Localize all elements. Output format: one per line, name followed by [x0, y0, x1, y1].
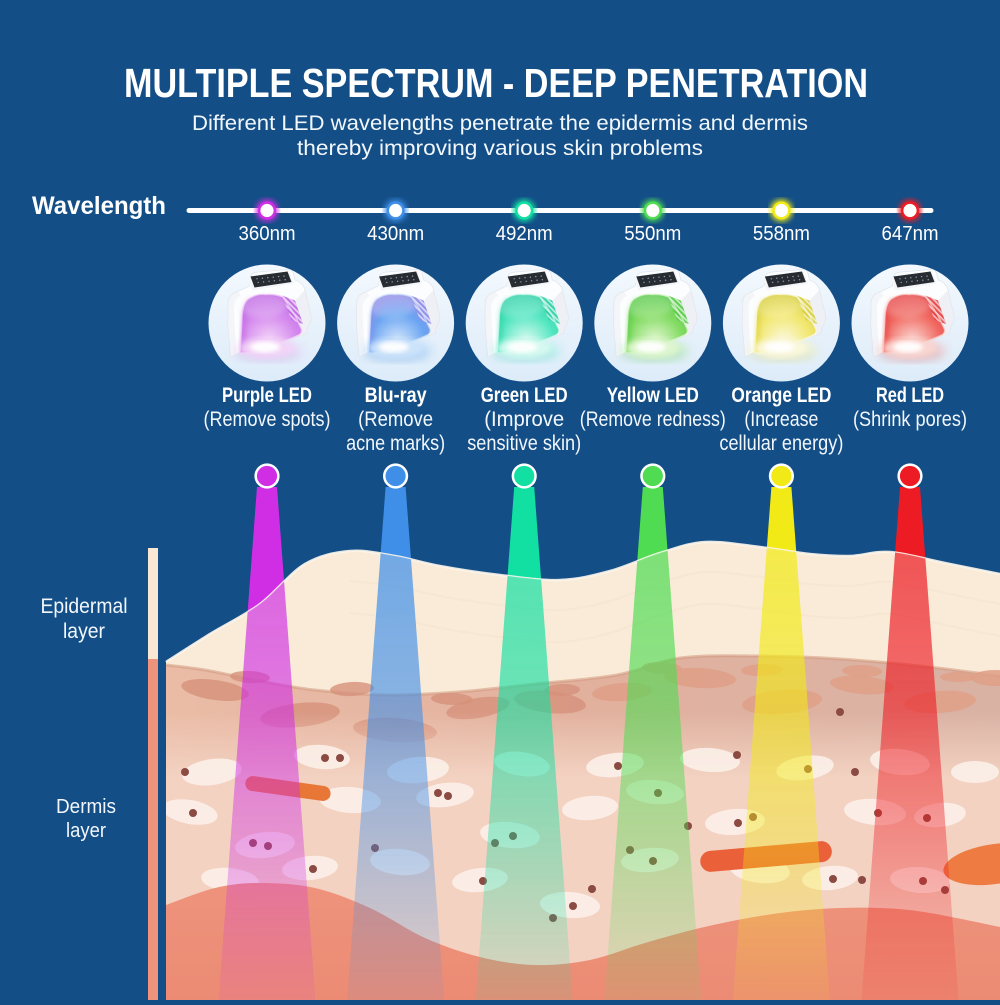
svg-text:(Remove: (Remove	[358, 408, 433, 431]
svg-text:layer: layer	[63, 620, 105, 643]
svg-text:Green LED: Green LED	[481, 384, 568, 407]
svg-text:Different LED wavelengths pene: Different LED wavelengths penetrate the …	[192, 111, 808, 135]
svg-text:acne marks): acne marks)	[346, 432, 445, 455]
svg-text:647nm: 647nm	[882, 223, 939, 245]
svg-text:360nm: 360nm	[239, 223, 296, 245]
svg-text:(Remove spots): (Remove spots)	[204, 408, 331, 431]
svg-text:Wavelength: Wavelength	[32, 192, 166, 220]
svg-text:sensitive skin): sensitive skin)	[467, 432, 581, 455]
svg-text:MULTIPLE SPECTRUM - DEEP PENET: MULTIPLE SPECTRUM - DEEP PENETRATION	[124, 60, 868, 106]
svg-text:(Shrink pores): (Shrink pores)	[853, 408, 967, 431]
svg-text:(Remove redness): (Remove redness)	[580, 408, 726, 431]
svg-text:(Increase: (Increase	[744, 408, 818, 431]
svg-text:Orange LED: Orange LED	[731, 384, 831, 407]
svg-text:(Improve: (Improve	[484, 408, 564, 431]
svg-text:Yellow LED: Yellow LED	[607, 384, 699, 407]
svg-text:Red LED: Red LED	[876, 384, 944, 407]
svg-text:Purple LED: Purple LED	[222, 384, 312, 407]
svg-text:492nm: 492nm	[496, 223, 553, 245]
svg-text:layer: layer	[66, 820, 106, 842]
svg-text:550nm: 550nm	[624, 223, 681, 245]
svg-text:Blu-ray: Blu-ray	[365, 384, 427, 407]
svg-text:cellular energy): cellular energy)	[719, 432, 843, 455]
svg-text:Epidermal: Epidermal	[41, 595, 128, 618]
svg-text:558nm: 558nm	[753, 223, 810, 245]
svg-text:thereby improving various skin: thereby improving various skin problems	[297, 136, 703, 160]
svg-text:Dermis: Dermis	[56, 796, 116, 818]
svg-text:430nm: 430nm	[367, 223, 424, 245]
